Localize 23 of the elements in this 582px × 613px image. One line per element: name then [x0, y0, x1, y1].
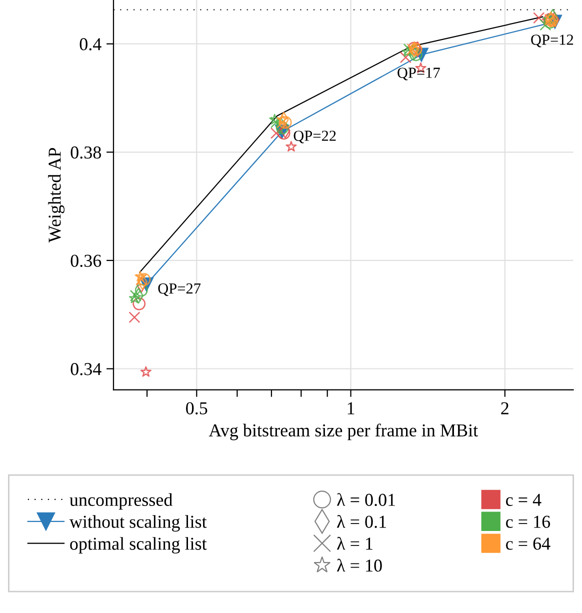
x-axis-title: Avg bitstream size per frame in MBit — [208, 424, 478, 440]
legend-label: λ = 10 — [337, 558, 382, 572]
y-tick-label: 0.4 — [80, 38, 102, 50]
annotation: QP=22 — [294, 130, 336, 144]
y-tick-label: 0.36 — [70, 254, 102, 267]
annotation: QP=12 — [531, 34, 574, 48]
legend-label: λ = 0.1 — [337, 514, 386, 528]
x-tick-label: 1 — [348, 402, 354, 414]
annotation: QP=17 — [398, 68, 440, 80]
legend-label: c = 16 — [506, 516, 550, 528]
y-tick-label: 0.38 — [70, 146, 101, 159]
legend-label: without scaling list — [69, 515, 207, 532]
legend-label: λ = 1 — [337, 536, 372, 550]
y-axis-title: Weighted AP — [48, 148, 65, 243]
legend-label: optimal scaling list — [70, 537, 207, 554]
legend-label: c = 4 — [506, 494, 542, 506]
x-tick-label: 0.5 — [186, 402, 208, 414]
annotation: QP=27 — [158, 283, 201, 296]
x-tick-label: 2 — [501, 402, 508, 414]
legend-label: c = 64 — [506, 538, 550, 550]
legend-label: λ = 0.01 — [337, 493, 396, 506]
y-tick-label: 0.34 — [70, 363, 102, 376]
legend-label: uncompressed — [70, 493, 172, 510]
